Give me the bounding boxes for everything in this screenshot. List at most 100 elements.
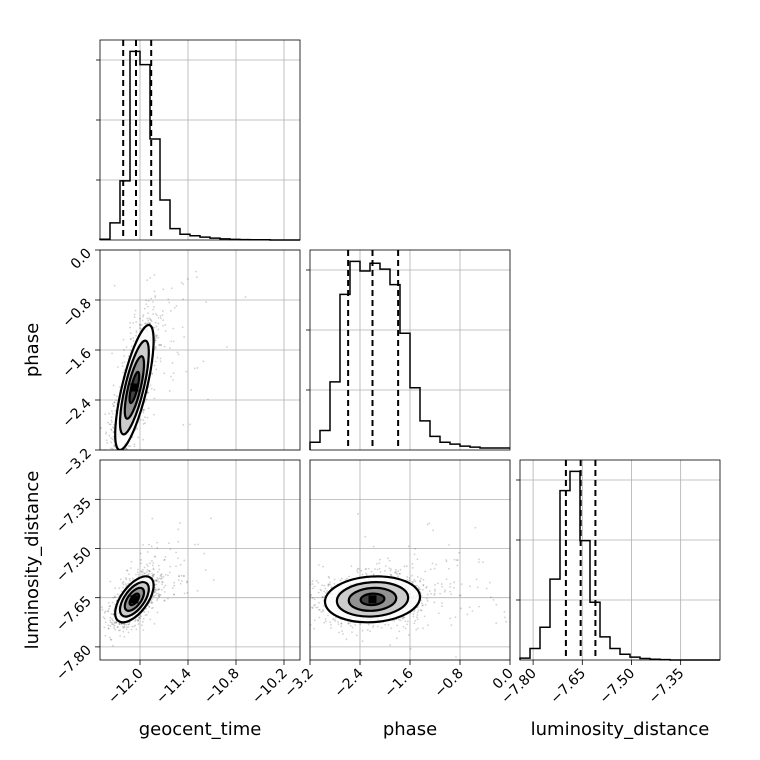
sample-point — [186, 580, 188, 583]
sample-point — [163, 599, 166, 602]
sample-point — [296, 595, 298, 597]
contour-line — [323, 575, 422, 624]
sample-point — [459, 594, 461, 597]
sample-point — [152, 300, 154, 303]
sample-point — [119, 451, 121, 453]
sample-point — [311, 583, 314, 585]
sample-point — [107, 610, 109, 612]
sample-point — [113, 622, 116, 624]
sample-point — [146, 565, 149, 568]
x-tick-label: −11.4 — [153, 665, 195, 707]
sample-point — [112, 623, 115, 626]
sample-point — [153, 388, 156, 391]
sample-point — [157, 316, 160, 319]
contour-line — [123, 586, 146, 612]
sample-point — [102, 464, 104, 466]
sample-point — [144, 572, 146, 575]
sample-point — [330, 586, 333, 588]
sample-point — [125, 447, 128, 450]
scatter-layer — [290, 512, 508, 658]
sample-point — [110, 638, 113, 641]
sample-point — [172, 593, 175, 596]
sample-point — [124, 577, 127, 580]
sample-point — [155, 368, 158, 371]
sample-point — [126, 454, 128, 456]
sample-point — [137, 573, 140, 576]
sample-point — [140, 562, 142, 565]
sample-point — [123, 453, 125, 455]
sample-point — [340, 622, 343, 625]
sample-point — [337, 620, 339, 623]
sample-point — [113, 405, 115, 407]
sample-point — [153, 455, 155, 457]
sample-point — [340, 577, 343, 580]
x-tick-label: −7.65 — [547, 666, 589, 708]
sample-point — [107, 601, 110, 604]
sample-point — [449, 586, 451, 588]
sample-point — [163, 586, 165, 589]
x-axis-label: geocent_time — [139, 719, 262, 740]
sample-point — [113, 627, 115, 629]
sample-point — [397, 570, 400, 572]
sample-point — [114, 628, 117, 631]
sample-point — [132, 322, 135, 324]
sample-point — [140, 558, 143, 561]
sample-point — [140, 570, 143, 573]
sample-point — [168, 542, 170, 545]
sample-point — [372, 545, 375, 548]
sample-point — [154, 339, 157, 342]
sample-point — [113, 624, 116, 627]
sample-point — [322, 610, 324, 612]
sample-point — [134, 620, 137, 623]
sample-point — [316, 606, 319, 609]
sample-point — [147, 321, 150, 324]
sample-point — [469, 585, 472, 588]
panel-frame — [309, 249, 511, 451]
sample-point — [197, 543, 200, 546]
sample-point — [322, 609, 325, 611]
sample-point — [320, 610, 323, 613]
sample-point — [147, 391, 150, 394]
sample-point — [157, 328, 160, 331]
sample-point — [157, 593, 160, 595]
sample-point — [478, 558, 480, 561]
sample-point — [439, 592, 441, 595]
sample-point — [86, 614, 88, 616]
sample-point — [151, 601, 154, 604]
sample-point — [485, 587, 488, 590]
sample-point — [155, 336, 158, 338]
sample-point — [349, 624, 352, 627]
sample-point — [398, 572, 401, 575]
sample-point — [154, 335, 157, 338]
sample-point — [182, 283, 185, 286]
sample-point — [440, 583, 443, 585]
sample-point — [111, 456, 113, 458]
sample-point — [154, 588, 157, 591]
sample-point — [456, 559, 459, 561]
sample-point — [290, 592, 292, 594]
sample-point — [431, 562, 434, 565]
sample-point — [152, 562, 155, 564]
y-tick-label: −3.2 — [59, 446, 94, 481]
sample-point — [170, 287, 173, 290]
sample-point — [417, 586, 420, 588]
sample-point — [409, 648, 412, 650]
sample-point — [146, 279, 149, 282]
sample-point — [407, 545, 410, 548]
sample-point — [441, 602, 443, 605]
sample-point — [159, 594, 162, 596]
sample-point — [433, 601, 436, 604]
sample-point — [460, 583, 463, 586]
sample-point — [156, 611, 159, 614]
sample-point — [389, 573, 392, 576]
sample-point — [476, 586, 479, 589]
sample-point — [505, 620, 508, 623]
sample-point — [108, 636, 111, 639]
sample-point — [154, 594, 157, 596]
density-peak — [130, 595, 139, 604]
sample-point — [202, 226, 204, 228]
sample-point — [389, 644, 392, 647]
sample-point — [101, 608, 104, 611]
sample-point — [156, 356, 159, 359]
sample-point — [158, 343, 161, 346]
